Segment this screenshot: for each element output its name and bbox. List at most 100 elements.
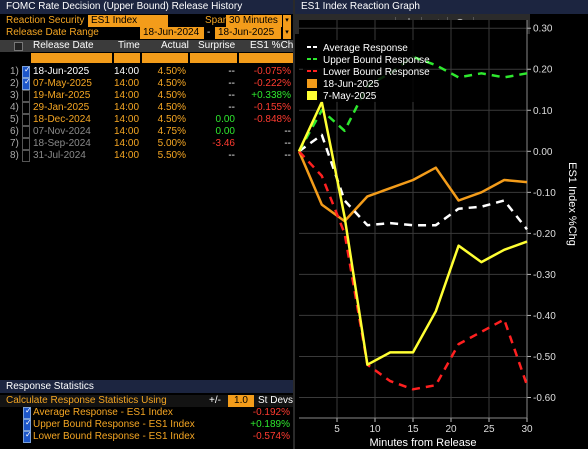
es1-chg-cell: -0.075%	[253, 66, 291, 77]
time-cell: 14:00	[114, 126, 140, 137]
calc-label: Calculate Response Statistics Using	[6, 395, 167, 406]
time-cell: 14:00	[114, 150, 140, 161]
legend-label: 7-May-2025	[323, 91, 377, 102]
release-date-cell: 29-Jan-2025	[33, 102, 90, 113]
row-checkbox[interactable]: ✓	[22, 77, 31, 90]
release-date-cell: 07-May-2025	[33, 78, 92, 89]
span-dropdown-icon[interactable]: ▾	[283, 15, 291, 27]
table-row[interactable]: 5) 18-Dec-2024 14:00 4.50% 0.00 -0.848%	[0, 114, 293, 126]
row-number: 6)	[10, 126, 19, 137]
release-date-cell: 31-Jul-2024	[33, 150, 86, 161]
y-tick-label: 0.10	[533, 106, 553, 117]
legend-label: Lower Bound Response	[323, 67, 430, 78]
stat-checkbox[interactable]: ✓	[23, 418, 32, 431]
reaction-security-input[interactable]: ES1 Index	[88, 15, 168, 27]
column-surprise[interactable]: Surprise	[198, 40, 236, 51]
date-range-dropdown-icon[interactable]: ▾	[283, 27, 291, 39]
x-tick-label: 10	[369, 424, 381, 435]
release-date-cell: 07-Nov-2024	[33, 126, 91, 137]
row-checkbox[interactable]	[22, 90, 30, 102]
legend-label: Upper Bound Response	[323, 55, 430, 66]
time-cell: 14:00	[114, 90, 140, 101]
y-tick-label: -0.40	[533, 311, 556, 322]
column-time[interactable]: Time	[118, 40, 140, 51]
actual-cell: 4.75%	[157, 126, 186, 137]
stat-row: ✓ Average Response - ES1 Index -0.192%	[0, 406, 293, 419]
y-tick-label: -0.60	[533, 393, 556, 404]
row-checkbox[interactable]	[22, 138, 30, 150]
select-all-checkbox[interactable]	[14, 42, 23, 51]
stat-row: ✓ Upper Bound Response - ES1 Index +0.189%	[0, 418, 293, 431]
series-line-7-may-2025	[297, 100, 528, 366]
column-es1-chg[interactable]: ES1 %Chg	[250, 40, 299, 51]
row-number: 7)	[10, 138, 19, 149]
release-date-cell: 18-Jun-2025	[33, 66, 90, 77]
span-select[interactable]: 30 Minutes	[226, 15, 282, 27]
release-date-cell: 18-Dec-2024	[33, 114, 91, 125]
row-number: 5)	[10, 114, 19, 125]
row-number: 3)	[10, 90, 19, 101]
table-row[interactable]: 1) ✓ 18-Jun-2025 14:00 4.50% -- -0.075%	[0, 65, 293, 78]
es1-chg-cell: --	[284, 138, 291, 149]
filter-actual[interactable]	[142, 53, 188, 63]
release-history-title: FOMC Rate Decision (Upper Bound) Release…	[0, 0, 293, 14]
column-release-date[interactable]: Release Date	[33, 40, 94, 51]
reaction-chart[interactable]: 0.30 0.20 0.10 0.00 -0.10 -0.20 -0.30 -0.40 -0.5…	[295, 14, 588, 449]
release-table: 1) ✓ 18-Jun-2025 14:00 4.50% -- -0.075% 2) ✓ 07-M…	[0, 65, 293, 162]
stat-value: -0.574%	[252, 431, 290, 442]
es1-chg-cell: --	[284, 126, 291, 137]
legend-box	[303, 40, 415, 102]
es1-chg-cell: -0.222%	[253, 78, 291, 89]
series-line-lower-bound-response	[298, 150, 529, 391]
reaction-graph-panel: ES1 Index Reaction Graph 0.30 0.20 0.10 0.0…	[295, 0, 588, 449]
filter-time[interactable]	[114, 53, 140, 63]
table-row[interactable]: 4) 29-Jan-2025 14:00 4.50% -- -0.155%	[0, 102, 293, 114]
row-checkbox[interactable]	[22, 114, 30, 126]
es1-chg-cell: -0.155%	[253, 102, 291, 113]
actual-cell: 4.50%	[157, 78, 186, 89]
checkmark-icon: ✓	[25, 430, 32, 439]
table-row[interactable]: 2) ✓ 07-May-2025 14:00 4.50% -- -0.222%	[0, 77, 293, 90]
filter-bar	[0, 53, 293, 63]
stats-title: Response Statistics	[0, 380, 293, 393]
row-checkbox[interactable]: ✓	[22, 65, 31, 78]
checkmark-icon: ✓	[24, 65, 31, 74]
surprise-cell: -3.46	[212, 138, 235, 149]
checkmark-icon: ✓	[25, 418, 32, 427]
release-date-cell: 19-Mar-2025	[33, 90, 91, 101]
stat-checkbox[interactable]: ✓	[23, 406, 32, 419]
table-row[interactable]: 6) 07-Nov-2024 14:00 4.75% 0.00 --	[0, 126, 293, 138]
filter-es1-chg[interactable]	[239, 53, 293, 63]
surprise-cell: --	[228, 78, 235, 89]
stat-label: Upper Bound Response - ES1 Index	[33, 419, 195, 430]
row-number: 8)	[10, 150, 19, 161]
y-tick-label: 0.30	[533, 24, 553, 35]
time-cell: 14:00	[114, 66, 140, 77]
date-range-start-input[interactable]: 18-Jun-2024	[140, 27, 204, 39]
table-row[interactable]: 7) 18-Sep-2024 14:00 5.00% -3.46 --	[0, 138, 293, 150]
row-checkbox[interactable]	[22, 126, 30, 138]
x-tick-label: 20	[445, 424, 457, 435]
date-range-end-input[interactable]: 18-Jun-2025	[215, 27, 281, 39]
table-row[interactable]: 8) 31-Jul-2024 14:00 5.50% -- --	[0, 150, 293, 162]
release-date-cell: 18-Sep-2024	[33, 138, 91, 149]
y-axis-title: ES1 Index %Chg	[566, 162, 578, 246]
y-tick-label: -0.30	[533, 270, 556, 281]
row-checkbox[interactable]	[22, 102, 30, 114]
plusminus-label: +/-	[209, 395, 221, 406]
actual-cell: 4.50%	[157, 66, 186, 77]
filter-release-date[interactable]	[31, 53, 112, 63]
filter-surprise[interactable]	[190, 53, 237, 63]
std-dev-input[interactable]: 1.0	[228, 395, 254, 407]
column-actual[interactable]: Actual	[161, 40, 189, 51]
y-tick-label: -0.10	[533, 188, 556, 199]
date-range-separator: -	[207, 27, 211, 38]
x-tick-label: 5	[334, 424, 340, 435]
reaction-graph-title: ES1 Index Reaction Graph	[295, 0, 588, 14]
es1-chg-cell: +0.338%	[251, 90, 291, 101]
row-checkbox[interactable]	[22, 150, 30, 162]
actual-cell: 4.50%	[157, 90, 186, 101]
table-row[interactable]: 3) 19-Mar-2025 14:00 4.50% -- +0.338%	[0, 90, 293, 102]
reaction-security-row: Reaction Security ES1 Index Span 30 Minu…	[0, 15, 293, 27]
stat-checkbox[interactable]: ✓	[23, 430, 32, 443]
